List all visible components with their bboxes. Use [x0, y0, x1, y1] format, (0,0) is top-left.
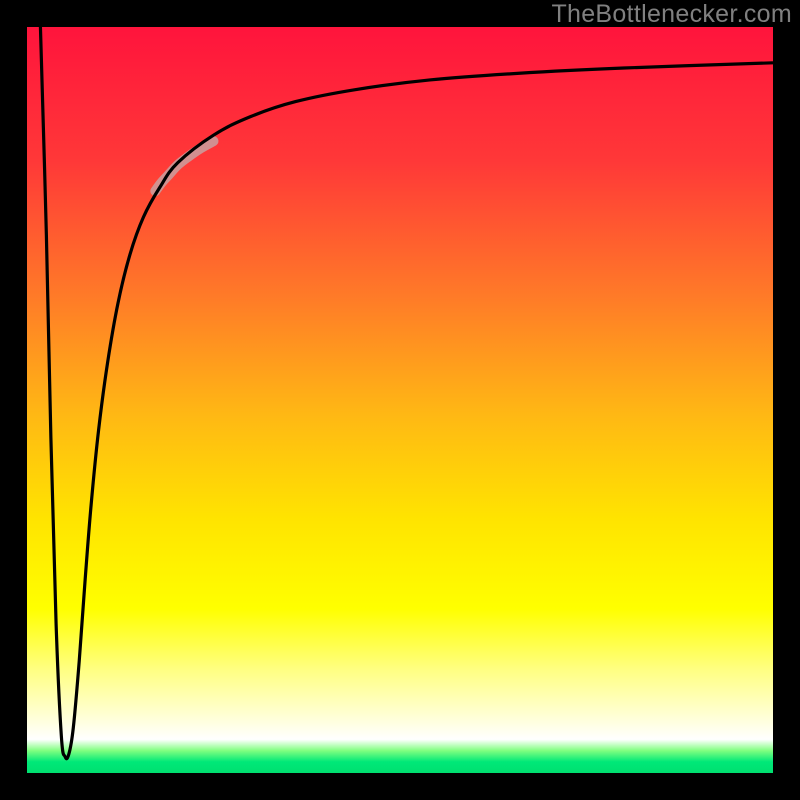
- plot-gradient-bg: [27, 27, 773, 773]
- chart-svg: [0, 0, 800, 800]
- chart-container: TheBottlenecker.com: [0, 0, 800, 800]
- watermark-text: TheBottlenecker.com: [551, 0, 792, 29]
